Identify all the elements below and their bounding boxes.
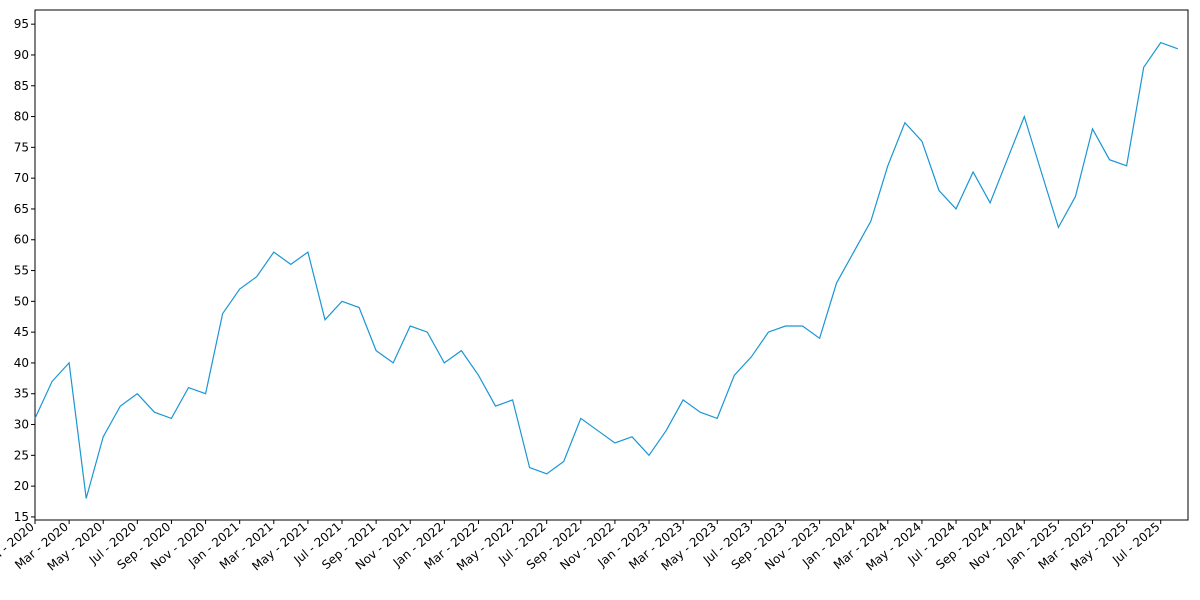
y-tick-label: 80: [14, 110, 29, 124]
y-tick-label: 25: [14, 448, 29, 462]
y-tick-label: 95: [14, 17, 29, 31]
y-tick-label: 20: [14, 479, 29, 493]
y-tick-label: 35: [14, 387, 29, 401]
y-tick-label: 70: [14, 171, 29, 185]
y-tick-label: 65: [14, 202, 29, 216]
y-tick-label: 15: [14, 510, 29, 524]
plot-frame: [34, 9, 1189, 521]
y-tick-label: 45: [14, 325, 29, 339]
y-tick-label: 50: [14, 294, 29, 308]
line-series: [34, 41, 1179, 499]
y-tick-label: 40: [14, 356, 29, 370]
y-tick-label: 55: [14, 264, 29, 278]
y-tick-label: 85: [14, 79, 29, 93]
y-tick-label: 60: [14, 233, 29, 247]
y-tick-label: 75: [14, 140, 29, 154]
y-tick-label: 30: [14, 418, 29, 432]
y-tick-label: 90: [14, 48, 29, 62]
